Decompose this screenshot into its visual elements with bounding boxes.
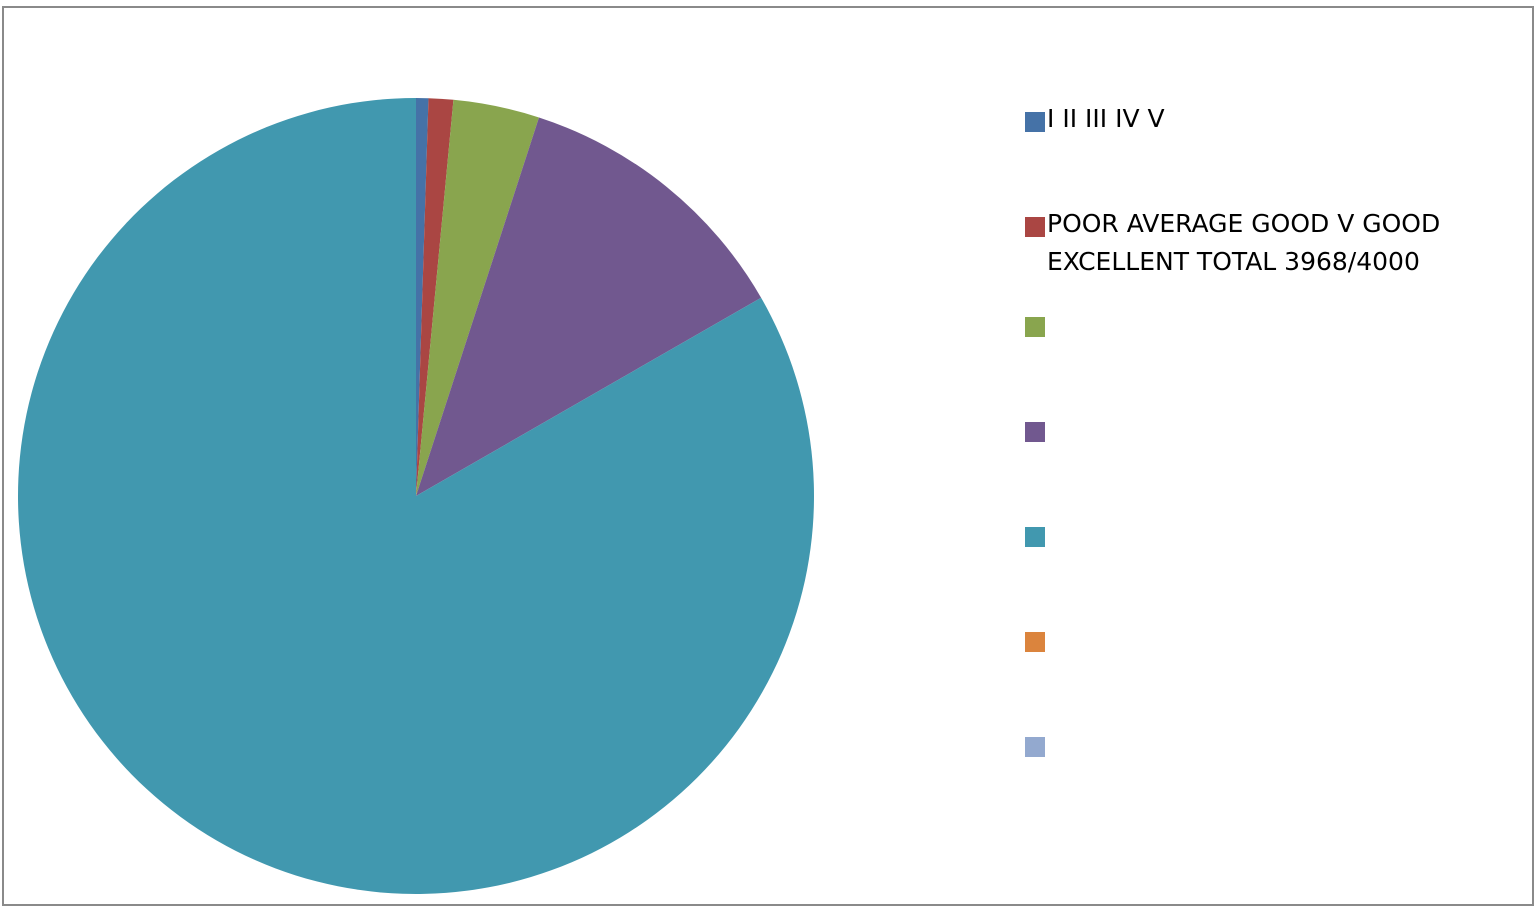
legend-label-1: I II III IV V (1047, 104, 1165, 133)
legend-item-4 (1025, 410, 1517, 442)
legend-swatch-6 (1025, 632, 1045, 652)
legend: I II III IV V POOR AVERAGE GOOD V GOOD E… (1025, 0, 1525, 894)
pie-slice-4 (416, 117, 762, 497)
legend-swatch-7 (1025, 737, 1045, 757)
legend-item-2: POOR AVERAGE GOOD V GOOD EXCELLENT TOTAL… (1025, 205, 1517, 281)
legend-item-6 (1025, 620, 1517, 652)
pie-slice-1 (416, 98, 429, 496)
legend-swatch-2 (1025, 217, 1045, 237)
legend-label-2: POOR AVERAGE GOOD V GOOD EXCELLENT TOTAL… (1047, 209, 1449, 276)
legend-swatch-1 (1025, 112, 1045, 132)
legend-swatch-3 (1025, 317, 1045, 337)
pie-slice-5 (17, 98, 814, 894)
legend-swatch-4 (1025, 422, 1045, 442)
pie-slice-3 (416, 99, 539, 497)
legend-item-5 (1025, 515, 1517, 547)
legend-item-3 (1025, 305, 1517, 337)
legend-item-1: I II III IV V (1025, 100, 1517, 138)
legend-swatch-5 (1025, 527, 1045, 547)
legend-item-7 (1025, 725, 1517, 757)
pie-slice-2 (416, 98, 454, 497)
